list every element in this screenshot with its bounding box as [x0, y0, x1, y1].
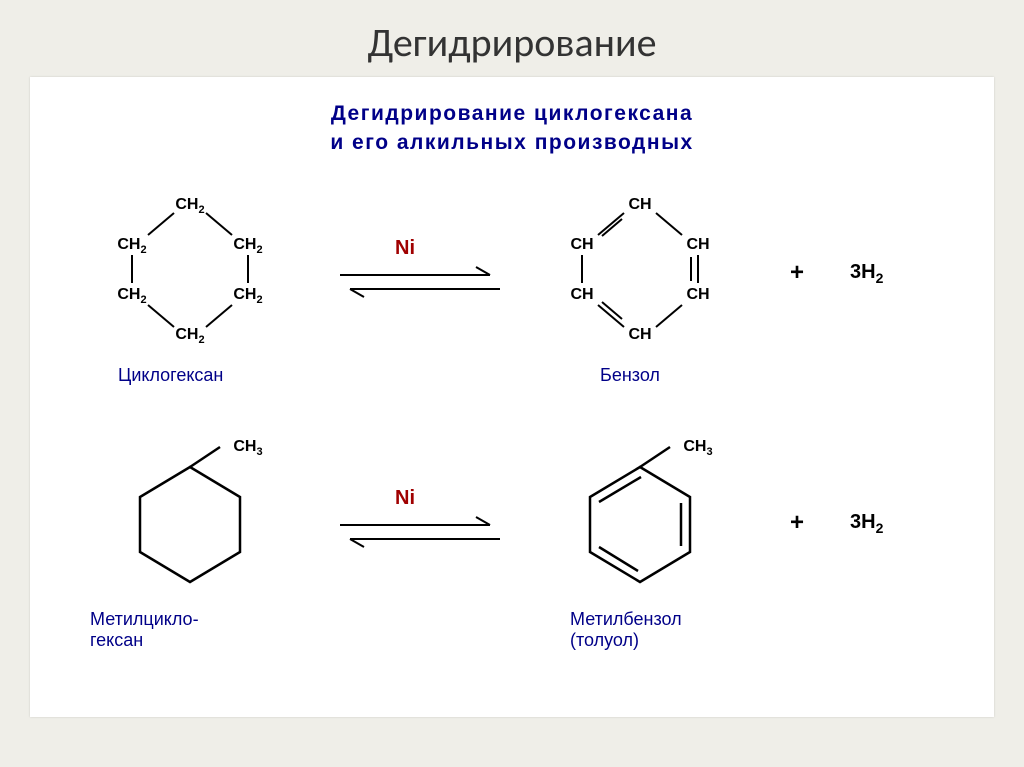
reactant-label-2-line2: гексан	[90, 630, 143, 650]
reactant-label-1: Циклогексан	[118, 365, 223, 386]
product-label-2-line1: Метилбензол	[570, 609, 682, 629]
svg-text:CH2: CH2	[175, 326, 204, 346]
svg-text:CH: CH	[628, 326, 651, 343]
svg-text:CH: CH	[686, 236, 709, 253]
svg-text:CH: CH	[628, 196, 651, 213]
byproduct-1: 3H2	[850, 261, 883, 286]
methylcyclohexane-structure: CH3	[90, 437, 310, 607]
diagram-title-line2: и его алкильных производных	[330, 131, 693, 154]
svg-text:CH: CH	[570, 286, 593, 303]
plus-1: +	[790, 259, 804, 287]
toluene-structure: CH3	[540, 437, 760, 607]
equilibrium-arrows-1	[330, 259, 510, 309]
benzene-structure: CH CH CH CH CH CH	[540, 187, 740, 357]
svg-text:CH2: CH2	[117, 236, 146, 256]
diagram-container: Дегидрирование циклогексана и его алкиль…	[30, 77, 994, 717]
catalyst-1: Ni	[395, 237, 415, 260]
reactant-label-2: Метилцикло- гексан	[90, 609, 199, 651]
product-label-2-line2: (толуол)	[570, 630, 639, 650]
svg-text:CH3: CH3	[233, 438, 262, 458]
svg-text:CH2: CH2	[117, 286, 146, 306]
slide-title: Дегидрирование	[0, 0, 1024, 77]
diagram-title: Дегидрирование циклогексана и его алкиль…	[30, 77, 994, 158]
cyclohexane-structure: CH2 CH2 CH2 CH2 CH2 CH2	[90, 187, 290, 357]
svg-text:CH2: CH2	[233, 286, 262, 306]
svg-text:CH2: CH2	[175, 196, 204, 216]
svg-text:CH: CH	[570, 236, 593, 253]
reactant-label-2-line1: Метилцикло-	[90, 609, 199, 629]
product-label-2: Метилбензол (толуол)	[570, 609, 682, 651]
diagram-title-line1: Дегидрирование циклогексана	[331, 102, 693, 125]
equilibrium-arrows-2	[330, 509, 510, 559]
svg-text:CH2: CH2	[233, 236, 262, 256]
byproduct-2: 3H2	[850, 511, 883, 536]
plus-2: +	[790, 509, 804, 537]
svg-text:CH3: CH3	[683, 438, 712, 458]
product-label-1: Бензол	[600, 365, 660, 386]
catalyst-2: Ni	[395, 487, 415, 510]
svg-text:CH: CH	[686, 286, 709, 303]
